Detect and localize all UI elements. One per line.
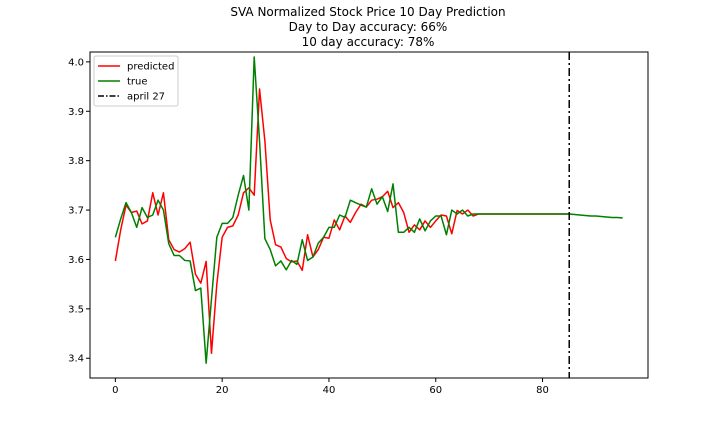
legend-label-april-27: april 27 bbox=[127, 92, 165, 103]
y-tick-label: 3.9 bbox=[68, 107, 84, 118]
legend-box bbox=[93, 55, 179, 107]
plot-frame bbox=[89, 51, 649, 379]
x-axis-ticks: 0 20 40 60 80 bbox=[112, 378, 549, 396]
x-tick-label: 0 bbox=[112, 385, 118, 396]
legend-label-predicted: predicted bbox=[127, 62, 174, 73]
chart-title-line-3: 10 day accuracy: 78% bbox=[302, 35, 435, 49]
x-tick-label: 80 bbox=[536, 385, 549, 396]
y-tick-label: 3.6 bbox=[68, 255, 84, 266]
y-tick-label: 4.0 bbox=[68, 57, 84, 68]
y-axis-ticks: 3.4 3.5 3.6 3.7 3.8 3.9 4.0 bbox=[68, 57, 90, 365]
y-tick-label: 3.8 bbox=[68, 156, 84, 167]
legend: predicted true april 27 bbox=[93, 55, 179, 107]
x-tick-label: 20 bbox=[216, 385, 229, 396]
series-line-true bbox=[114, 56, 623, 364]
y-tick-label: 3.4 bbox=[68, 354, 84, 365]
x-tick-label: 40 bbox=[323, 385, 336, 396]
legend-label-true: true bbox=[127, 77, 148, 88]
series-layer bbox=[114, 56, 623, 364]
chart-title-line-1: SVA Normalized Stock Price 10 Day Predic… bbox=[230, 5, 505, 19]
y-tick-label: 3.7 bbox=[68, 206, 84, 217]
y-tick-label: 3.5 bbox=[68, 304, 84, 315]
plot-area: 0 20 40 60 80 3.4 3.5 3.6 3.7 3.8 3.9 4.0 bbox=[68, 51, 649, 396]
chart-title-line-2: Day to Day accuracy: 66% bbox=[289, 20, 448, 34]
x-tick-label: 60 bbox=[429, 385, 442, 396]
